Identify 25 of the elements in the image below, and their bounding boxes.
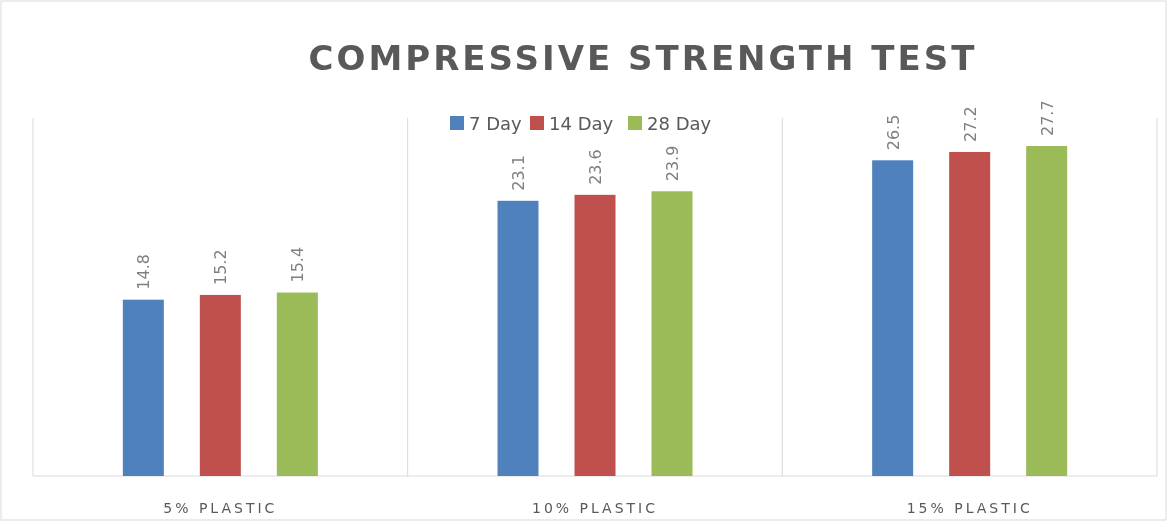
bar <box>1026 146 1068 476</box>
bar <box>949 151 991 476</box>
data-label: 26.5 <box>883 114 903 151</box>
data-label: 23.1 <box>509 155 528 191</box>
data-label: 27.7 <box>1037 100 1057 136</box>
bar <box>651 191 693 476</box>
data-label: 23.6 <box>586 149 605 185</box>
data-label: 23.9 <box>663 145 682 182</box>
data-label: 14.8 <box>134 254 154 290</box>
legend-label: 28 Day <box>647 113 712 134</box>
data-label: 27.2 <box>960 106 980 142</box>
chart-title: COMPRESSIVE STRENGTH TEST <box>308 38 978 78</box>
legend-label: 14 Day <box>549 113 614 134</box>
x-tick-label: 15% PLASTIC <box>906 500 1033 516</box>
bar <box>872 160 914 476</box>
x-tick-label: 10% PLASTIC <box>531 500 659 516</box>
x-tick-label: 5% PLASTIC <box>163 500 278 516</box>
data-label: 15.2 <box>211 249 231 285</box>
bar <box>574 194 616 476</box>
bar <box>276 292 318 476</box>
bar <box>497 200 539 476</box>
bar <box>122 299 164 476</box>
legend-label: 7 Day <box>469 113 523 134</box>
data-label: 15.4 <box>288 246 308 283</box>
bar <box>199 294 241 476</box>
